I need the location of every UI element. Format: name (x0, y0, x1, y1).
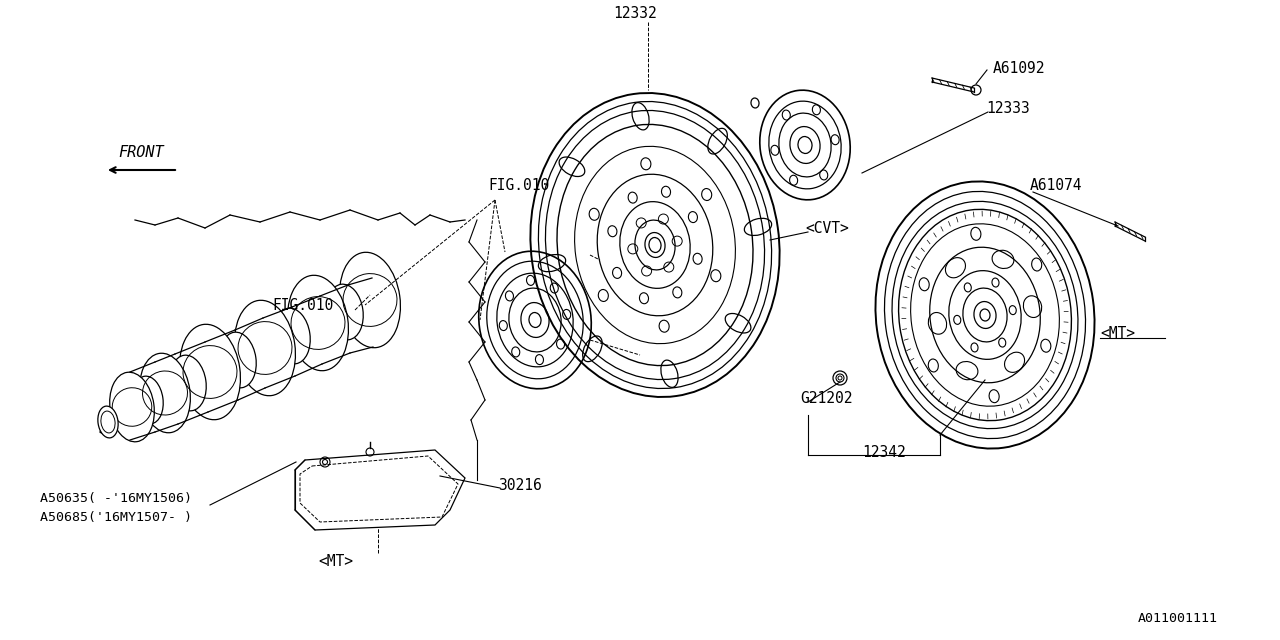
Text: FIG.010: FIG.010 (273, 298, 333, 312)
Ellipse shape (234, 300, 296, 396)
Text: 30216: 30216 (498, 477, 541, 493)
Text: 12333: 12333 (986, 100, 1029, 115)
Text: A61074: A61074 (1030, 177, 1083, 193)
Ellipse shape (220, 332, 256, 388)
Ellipse shape (339, 252, 401, 348)
Text: <CVT>: <CVT> (805, 221, 849, 236)
Ellipse shape (170, 355, 206, 411)
Text: A50685('16MY1507- ): A50685('16MY1507- ) (40, 511, 192, 525)
Text: A50635( -'16MY1506): A50635( -'16MY1506) (40, 492, 192, 504)
Text: 12332: 12332 (613, 6, 657, 20)
Text: A61092: A61092 (993, 61, 1046, 76)
Text: FIG.010: FIG.010 (488, 177, 549, 193)
Ellipse shape (97, 406, 118, 438)
Text: 12342: 12342 (861, 445, 906, 460)
Ellipse shape (326, 284, 364, 340)
Text: FRONT: FRONT (118, 145, 164, 160)
Text: <MT>: <MT> (1100, 326, 1135, 340)
Ellipse shape (288, 275, 348, 371)
Ellipse shape (110, 372, 155, 442)
Ellipse shape (179, 324, 241, 420)
Ellipse shape (140, 353, 191, 433)
Text: A011001111: A011001111 (1138, 611, 1219, 625)
Text: <MT>: <MT> (317, 554, 353, 570)
Ellipse shape (133, 376, 164, 424)
Ellipse shape (274, 308, 310, 364)
Text: G21202: G21202 (800, 390, 852, 406)
